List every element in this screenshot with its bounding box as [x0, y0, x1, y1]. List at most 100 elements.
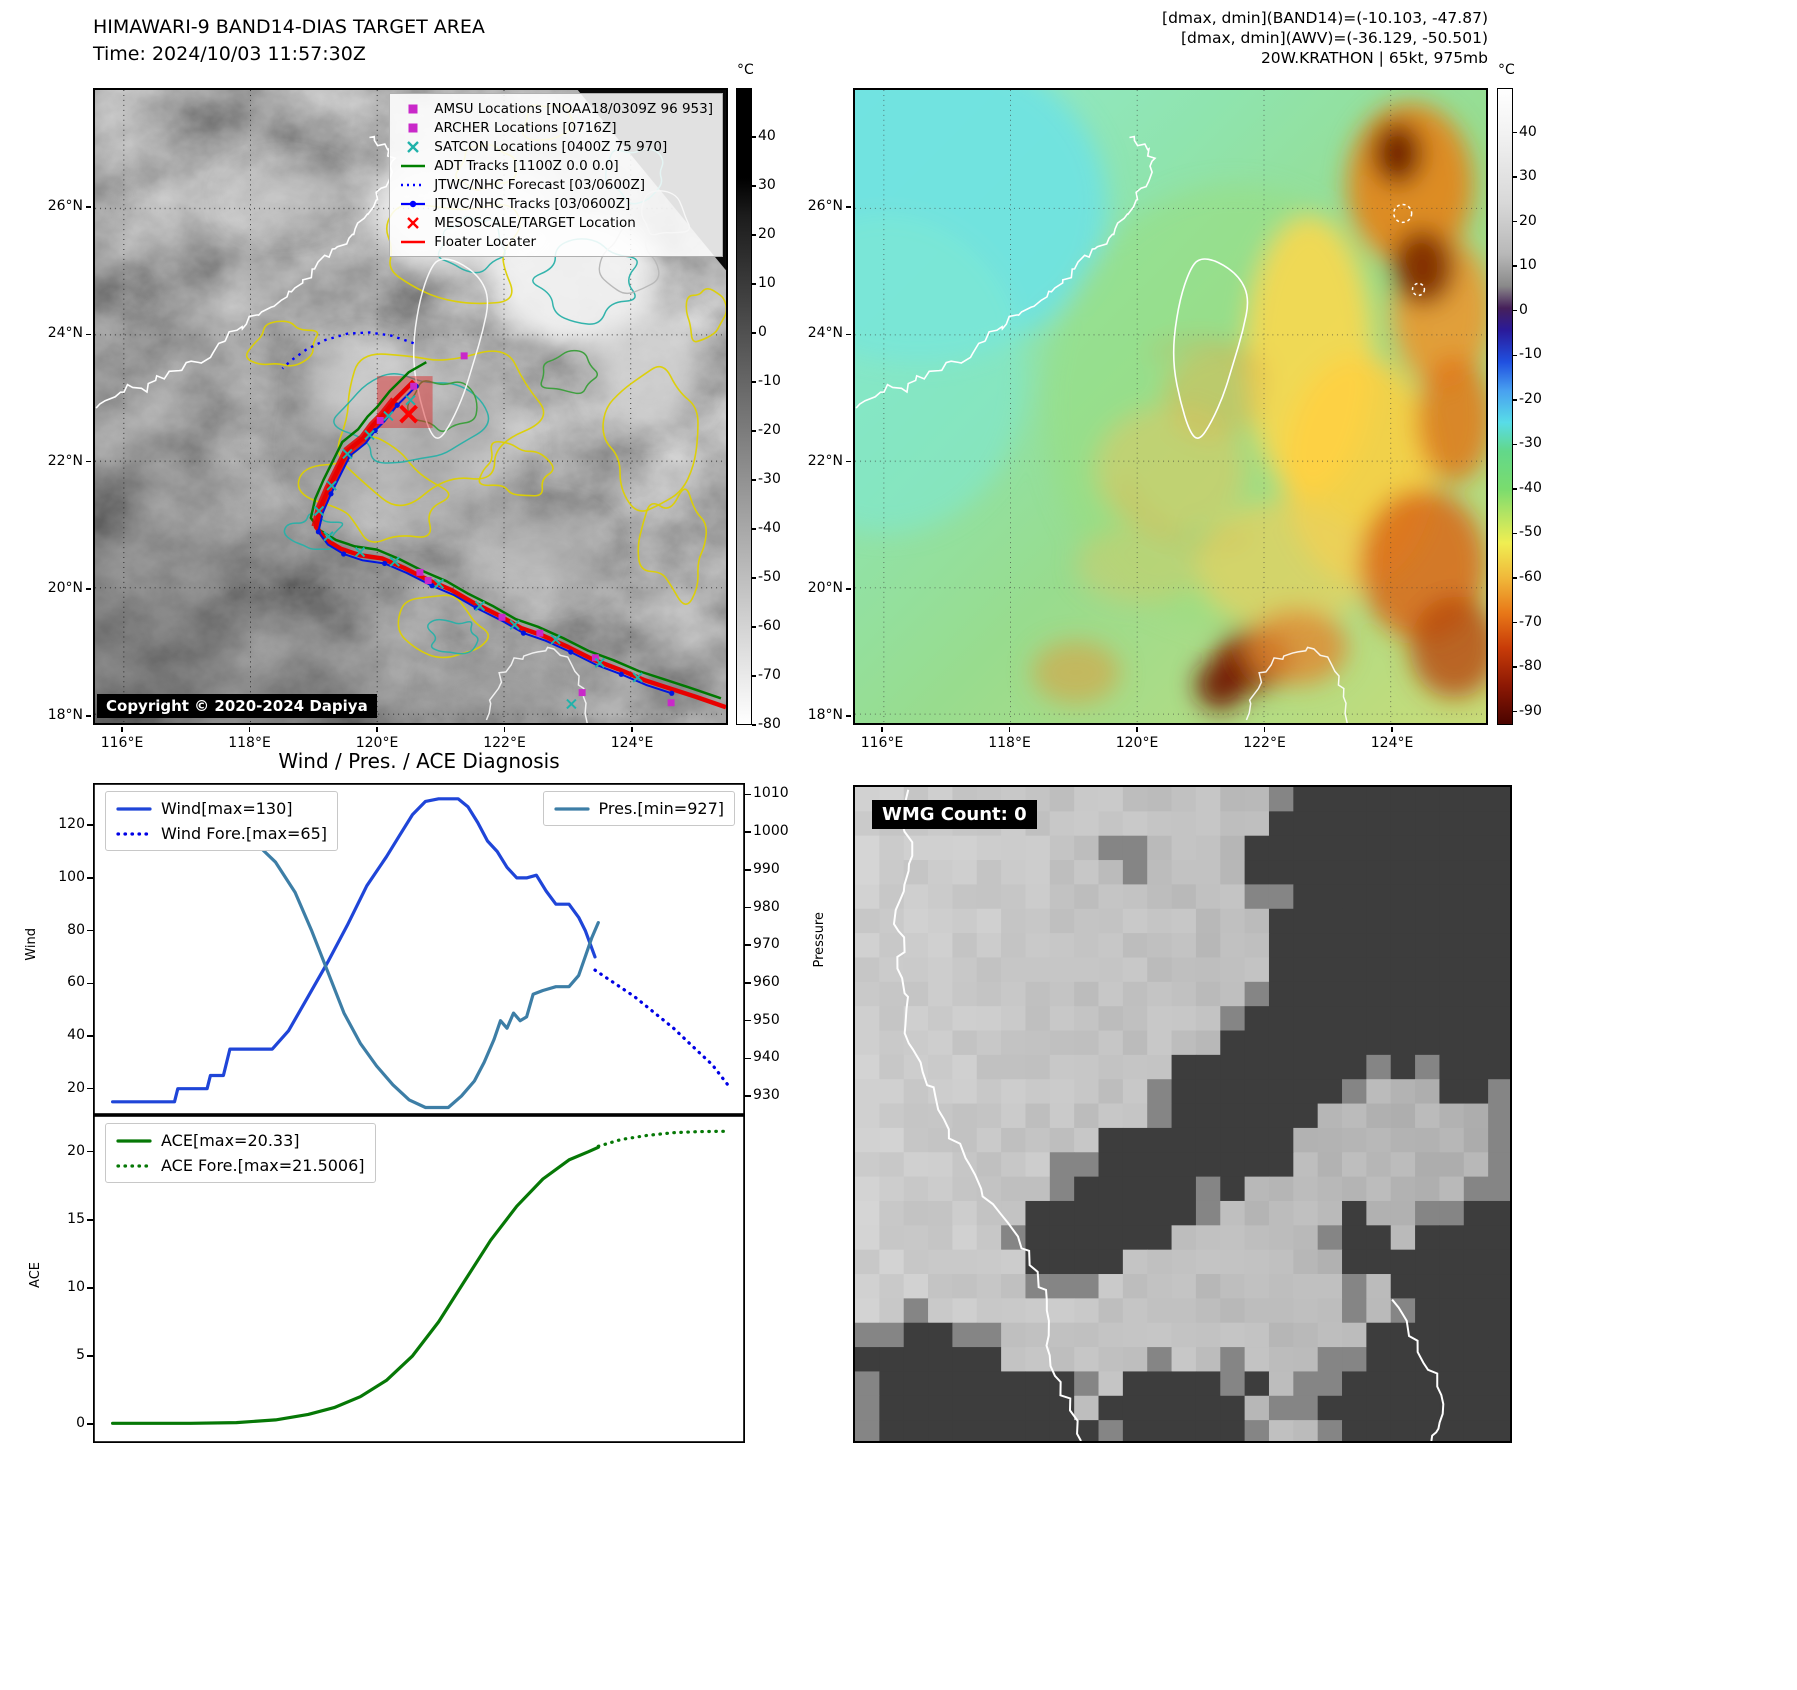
colorbar-tick-label: 10 — [758, 275, 776, 291]
legend-item: Wind Fore.[max=65] — [116, 821, 327, 846]
colorbar-tick — [1513, 488, 1517, 490]
legend-item: ACE Fore.[max=21.5006] — [116, 1153, 365, 1178]
copyright-badge: Copyright © 2020-2024 Dapiya — [97, 694, 377, 718]
colorbar-tick-label: 40 — [1519, 123, 1537, 140]
pressure-axis-label: Pressure — [812, 912, 827, 968]
ace-tick-label: 5 — [76, 1346, 85, 1363]
colorbar-tick-label: 30 — [1519, 168, 1537, 185]
wind-axis-label: Wind — [24, 928, 39, 961]
x-marker-icon — [407, 216, 420, 229]
wind-tick — [87, 1087, 93, 1090]
y-tick-label: 20°N — [47, 579, 83, 596]
x-tick-label: 122°E — [1243, 735, 1286, 751]
dmax-dmin-awv: [dmax, dmin](AWV)=(-36.129, -50.501) — [1181, 29, 1488, 47]
y-tick — [846, 333, 851, 336]
colorbar-tick-label: -80 — [758, 716, 781, 732]
colorbar-tick-label: -70 — [758, 667, 781, 683]
wind-tick-label: 80 — [67, 921, 85, 938]
colorbar-tick — [752, 381, 756, 383]
colorbar-tick — [752, 528, 756, 530]
colorbar-tick-label: -40 — [758, 520, 781, 536]
pressure-tick — [745, 1019, 751, 1022]
wind-tick-label: 40 — [67, 1026, 85, 1043]
map-legend-label: AMSU Locations [NOAA18/0309Z 96 953] — [434, 100, 713, 117]
x-tick-label: 122°E — [483, 735, 526, 751]
colorbar-tick-label: 40 — [758, 128, 776, 144]
map-legend-label: ADT Tracks [1100Z 0.0 0.0] — [434, 157, 619, 174]
y-tick-label: 18°N — [47, 707, 83, 724]
y-tick-label: 26°N — [47, 198, 83, 215]
colorbar-tick — [1513, 532, 1517, 535]
diagnosis-title: Wind / Pres. / ACE Diagnosis — [278, 749, 560, 773]
wind-pressure-chart-canvas — [93, 783, 745, 1115]
dotted-line-sample-icon — [116, 1163, 152, 1168]
colorbar-tick — [1513, 710, 1517, 713]
map-legend-label: Floater Locater — [434, 233, 537, 250]
band14-time: Time: 2024/10/03 11:57:30Z — [93, 43, 366, 65]
ace-tick-label: 15 — [67, 1210, 85, 1227]
colorbar-tick-label: -40 — [1519, 479, 1542, 496]
band14-colorbar — [736, 88, 752, 725]
colorbar-tick-label: -50 — [758, 569, 781, 585]
colorbar-tick — [1513, 443, 1517, 446]
map-legend-label: MESOSCALE/TARGET Location — [434, 214, 636, 231]
pressure-tick-label: 1000 — [753, 823, 789, 840]
colorbar-tick — [1513, 176, 1517, 178]
y-tick-label: 22°N — [47, 452, 83, 469]
colorbar-tick-label: -60 — [1519, 569, 1542, 585]
colorbar-tick-label: -30 — [1519, 435, 1542, 452]
colorbar-tick-label: -30 — [758, 471, 781, 487]
ace-tick — [87, 1150, 93, 1153]
colorbar-tick-label: -60 — [758, 618, 781, 634]
y-tick — [86, 206, 91, 208]
ace-tick — [87, 1219, 93, 1221]
ace-legend: ACE[max=20.33] ACE Fore.[max=21.5006] — [105, 1123, 376, 1183]
band14-colorbar-unit: °C — [737, 62, 754, 78]
x-marker-icon — [407, 140, 420, 153]
map-legend-item: JTWC/NHC Forecast [03/0600Z] — [399, 175, 713, 194]
wmg-map: WMG Count: 0 — [853, 785, 1512, 1443]
x-tick — [248, 727, 251, 732]
colorbar-gradient — [1498, 89, 1512, 724]
awv-colorbar — [1497, 88, 1513, 725]
legend-label: Pres.[min=927] — [598, 799, 724, 818]
y-tick-label: 24°N — [807, 325, 843, 342]
y-tick — [846, 206, 851, 208]
x-tick-label: 120°E — [355, 735, 399, 751]
colorbar-tick — [1513, 666, 1517, 668]
map-legend-label: JTWC/NHC Forecast [03/0600Z] — [434, 176, 646, 193]
line-sample-icon — [116, 1138, 152, 1143]
map-legend-item: MESOSCALE/TARGET Location — [399, 213, 713, 232]
ace-tick-label: 0 — [76, 1414, 85, 1431]
y-tick — [86, 715, 91, 717]
wind-tick-label: 20 — [67, 1079, 85, 1096]
pressure-tick-label: 960 — [753, 973, 780, 990]
colorbar-tick-label: 0 — [758, 324, 767, 340]
legend-item: Pres.[min=927] — [553, 796, 724, 821]
colorbar-tick — [752, 185, 756, 187]
awv-map-canvas — [855, 90, 1486, 723]
ace-tick — [87, 1287, 93, 1289]
wind-tick-label: 120 — [58, 816, 85, 833]
colorbar-tick — [752, 332, 756, 334]
pressure-tick — [745, 869, 751, 871]
colorbar-tick-label: 20 — [758, 226, 776, 242]
x-tick — [1136, 727, 1138, 732]
x-tick — [1263, 727, 1266, 732]
dotted-marker-icon — [401, 183, 426, 186]
line-marker-icon — [401, 164, 426, 167]
pressure-tick — [745, 1095, 751, 1097]
storm-id-intensity: 20W.KRATHON | 65kt, 975mb — [1260, 49, 1488, 67]
map-legend-label: SATCON Locations [0400Z 75 970] — [434, 138, 668, 155]
map-legend-item: AMSU Locations [NOAA18/0309Z 96 953] — [399, 99, 713, 118]
colorbar-tick — [752, 675, 756, 677]
band14-map-legend: AMSU Locations [NOAA18/0309Z 96 953] ARCH… — [389, 93, 723, 257]
y-tick — [846, 460, 851, 463]
colorbar-tick — [752, 724, 756, 726]
x-tick — [503, 727, 506, 732]
pressure-tick-label: 1010 — [753, 785, 789, 802]
x-tick — [121, 727, 123, 732]
colorbar-tick — [752, 283, 756, 285]
legend-label: Wind Fore.[max=65] — [161, 824, 327, 843]
